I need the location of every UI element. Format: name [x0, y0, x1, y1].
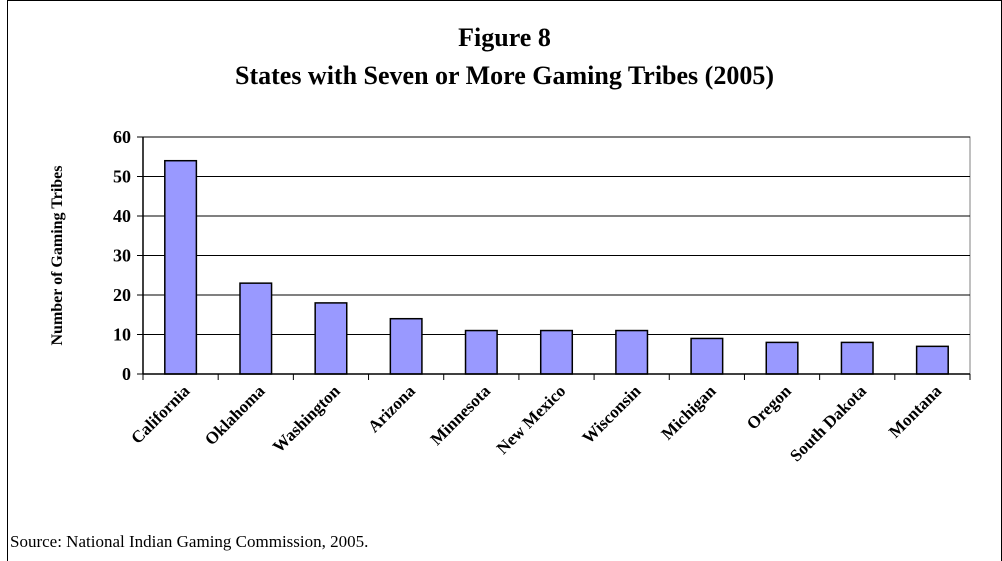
bar-oregon: [765, 341, 799, 375]
y-tick-labels: 0 10 20 30 40 50 60: [113, 127, 131, 384]
category-label: Wisconsin: [579, 381, 645, 447]
category-label: Oklahoma: [201, 381, 269, 449]
bar-new-mexico: [539, 329, 574, 375]
bar-minnesota: [464, 329, 498, 375]
category-label: Minnesota: [427, 381, 495, 449]
bar-washington: [314, 302, 348, 375]
category-label: Oregon: [743, 381, 795, 433]
y-tick-label: 40: [113, 206, 131, 226]
figure-number: Figure 8: [458, 23, 551, 52]
bar-oklahoma: [239, 282, 273, 375]
y-tick-label: 10: [113, 325, 131, 345]
bar-wisconsin: [615, 329, 649, 375]
axes: [137, 136, 971, 380]
category-labels: California Oklahoma Washington Arizona Minne…: [127, 381, 945, 465]
category-label: New Mexico: [493, 381, 570, 458]
category-label: California: [127, 381, 194, 448]
source-note: Source: National Indian Gaming Commissio…: [10, 532, 369, 551]
bar-montana: [915, 345, 949, 375]
chart-title: States with Seven or More Gaming Tribes …: [235, 61, 774, 90]
category-label: South Dakota: [786, 381, 870, 465]
y-tick-label: 20: [113, 285, 131, 305]
y-tick-label: 60: [113, 127, 131, 147]
bars: [164, 159, 949, 375]
bar-california: [164, 159, 198, 375]
category-label: Montana: [885, 381, 946, 442]
y-axis-label: Number of Gaming Tribes: [49, 165, 66, 345]
y-tick-label: 30: [113, 246, 131, 266]
bar-michigan: [690, 337, 724, 375]
gridlines: [142, 136, 971, 375]
y-tick-label: 0: [122, 364, 131, 384]
bar-south-dakota: [840, 341, 874, 375]
bar-chart: 0 10 20 30 40 50 60 California Oklahoma Washingt…: [49, 127, 971, 465]
category-label: Arizona: [364, 381, 419, 436]
category-label: Michigan: [657, 381, 720, 444]
bar-arizona: [389, 317, 423, 375]
y-tick-label: 50: [113, 167, 131, 187]
category-label: Washington: [269, 381, 344, 456]
